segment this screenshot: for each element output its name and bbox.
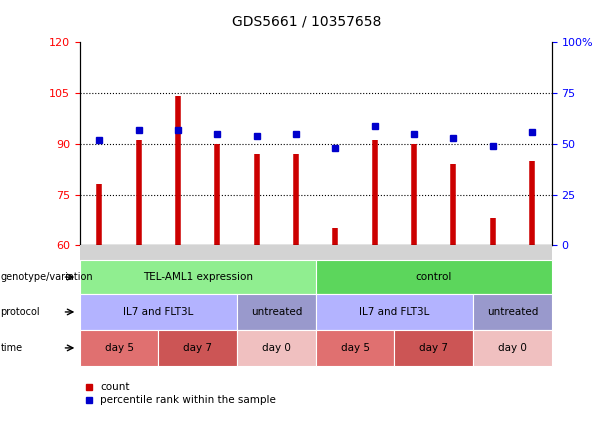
Text: percentile rank within the sample: percentile rank within the sample xyxy=(100,395,276,405)
Text: untreated: untreated xyxy=(251,307,302,317)
Bar xyxy=(158,330,237,366)
Bar xyxy=(80,294,237,330)
Text: genotype/variation: genotype/variation xyxy=(1,272,93,282)
Bar xyxy=(237,330,316,366)
Bar xyxy=(316,260,552,294)
Bar xyxy=(237,294,316,330)
Bar xyxy=(473,294,552,330)
Bar xyxy=(473,330,552,366)
Text: TEL-AML1 expression: TEL-AML1 expression xyxy=(143,272,253,282)
Text: day 7: day 7 xyxy=(419,343,448,353)
Text: control: control xyxy=(416,272,452,282)
Bar xyxy=(316,330,394,366)
Text: IL7 and FLT3L: IL7 and FLT3L xyxy=(123,307,194,317)
Text: GDS5661 / 10357658: GDS5661 / 10357658 xyxy=(232,15,381,29)
Text: day 7: day 7 xyxy=(183,343,212,353)
Text: protocol: protocol xyxy=(1,307,40,317)
Bar xyxy=(316,294,473,330)
Text: time: time xyxy=(1,343,23,353)
Text: day 5: day 5 xyxy=(341,343,370,353)
Text: day 0: day 0 xyxy=(498,343,527,353)
Text: untreated: untreated xyxy=(487,307,538,317)
Bar xyxy=(80,245,552,260)
Bar xyxy=(80,330,158,366)
Text: day 5: day 5 xyxy=(105,343,134,353)
Text: IL7 and FLT3L: IL7 and FLT3L xyxy=(359,307,430,317)
Text: day 0: day 0 xyxy=(262,343,291,353)
Bar xyxy=(80,260,316,294)
Text: count: count xyxy=(100,382,129,392)
Bar xyxy=(394,330,473,366)
